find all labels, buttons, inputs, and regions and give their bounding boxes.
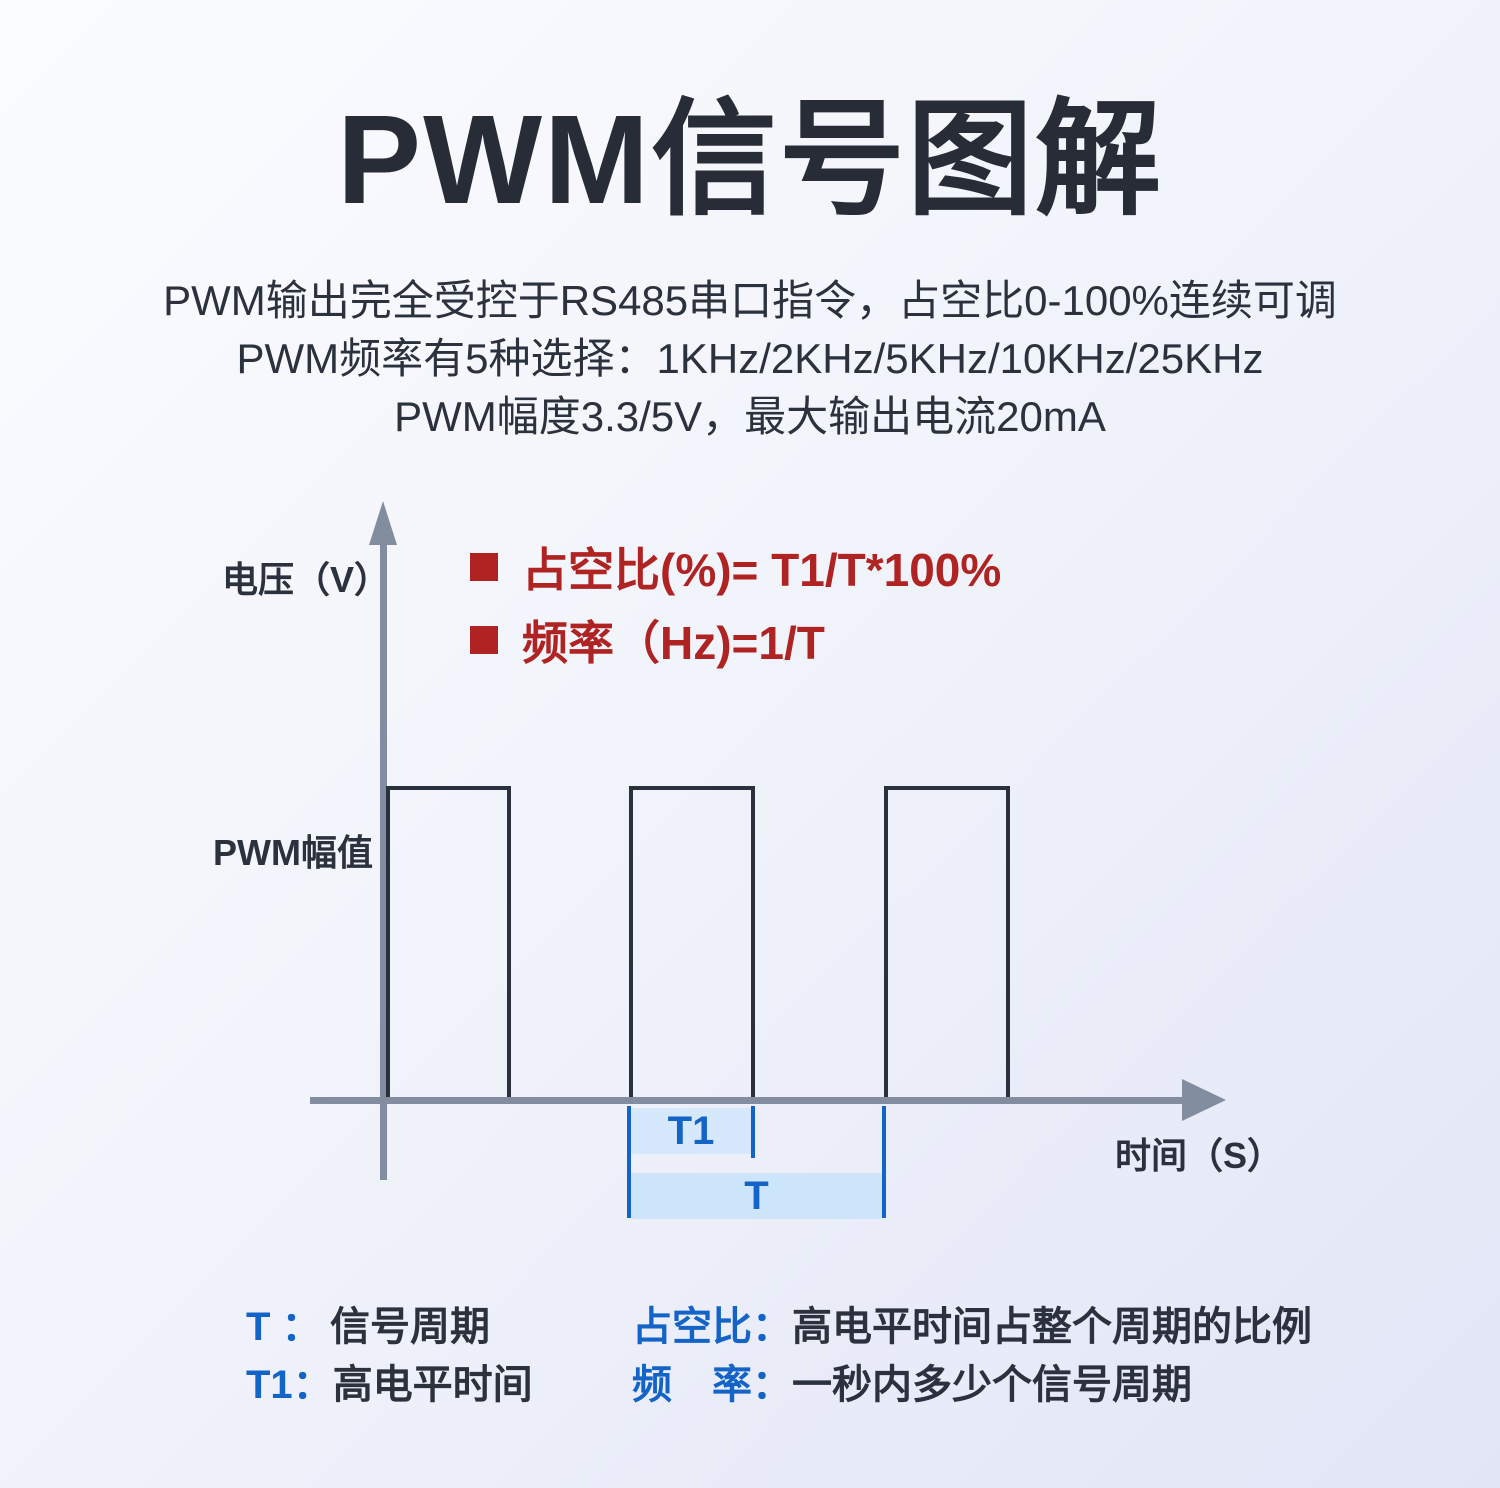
description-line-1: PWM输出完全受控于RS485串口指令，占空比0-100%连续可调: [163, 277, 1337, 324]
x-axis-label: 时间（S）: [1115, 1135, 1284, 1176]
pwm-pulse-3: [884, 786, 1010, 1097]
frequency-formula-text: 频率（Hz)=1/T: [522, 617, 825, 669]
legend-item-t1: T1：高电平时间: [246, 1352, 533, 1410]
legend-key: 频 率：: [632, 1363, 792, 1407]
legend-value: 一秒内多少个信号周期: [792, 1363, 1192, 1407]
description-line-3: PWM幅度3.3/5V，最大输出电流20mA: [394, 393, 1106, 440]
t1-measure-tick-right: [751, 1106, 755, 1158]
y-axis-label: 电压（V）: [222, 559, 391, 600]
legend-value: 高电平时间占整个周期的比例: [792, 1305, 1312, 1349]
t1-label: T1: [667, 1108, 715, 1153]
legend-item-frequency: 频 率：一秒内多少个信号周期: [632, 1352, 1192, 1410]
legend-key: T1：: [246, 1363, 333, 1407]
y-axis-arrow-icon: [369, 501, 397, 545]
legend-key: 占空比：: [632, 1305, 792, 1349]
red-square-bullet-icon: [470, 553, 498, 581]
t1-duration-highlight: T1: [631, 1108, 751, 1154]
x-axis-arrow-icon: [1182, 1079, 1226, 1121]
description-line-2: PWM频率有5种选择：1KHz/2KHz/5KHz/10KHz/25KHz: [236, 335, 1264, 382]
legend-item-t: T ：信号周期: [246, 1294, 490, 1352]
legend-item-duty-cycle: 占空比：高电平时间占整个周期的比例: [632, 1294, 1312, 1352]
t-period-highlight: T: [631, 1173, 882, 1219]
t-measure-tick-left: [627, 1106, 631, 1218]
t-label: T: [744, 1173, 769, 1218]
x-axis-line: [310, 1097, 1184, 1104]
pwm-pulse-1: [386, 786, 511, 1097]
red-square-bullet-icon: [470, 626, 498, 654]
legend-key: T ：: [246, 1305, 322, 1349]
formula-frequency: 频率（Hz)=1/T: [470, 616, 1001, 669]
legend-value: 信号周期: [330, 1305, 490, 1349]
description-block: PWM输出完全受控于RS485串口指令，占空比0-100%连续可调 PWM频率有…: [0, 272, 1500, 446]
page-title: PWM信号图解: [337, 89, 1163, 230]
amplitude-label: PWM幅值: [213, 832, 373, 873]
t-measure-tick-right: [882, 1106, 886, 1218]
y-axis-line: [380, 542, 387, 1180]
formula-list: 占空比(%)= T1/T*100% 频率（Hz)=1/T: [470, 543, 1001, 689]
duty-cycle-formula-text: 占空比(%)= T1/T*100%: [522, 544, 1002, 596]
pwm-pulse-2: [629, 786, 755, 1097]
legend-value: 高电平时间: [332, 1363, 533, 1407]
formula-duty-cycle: 占空比(%)= T1/T*100%: [470, 543, 1001, 596]
